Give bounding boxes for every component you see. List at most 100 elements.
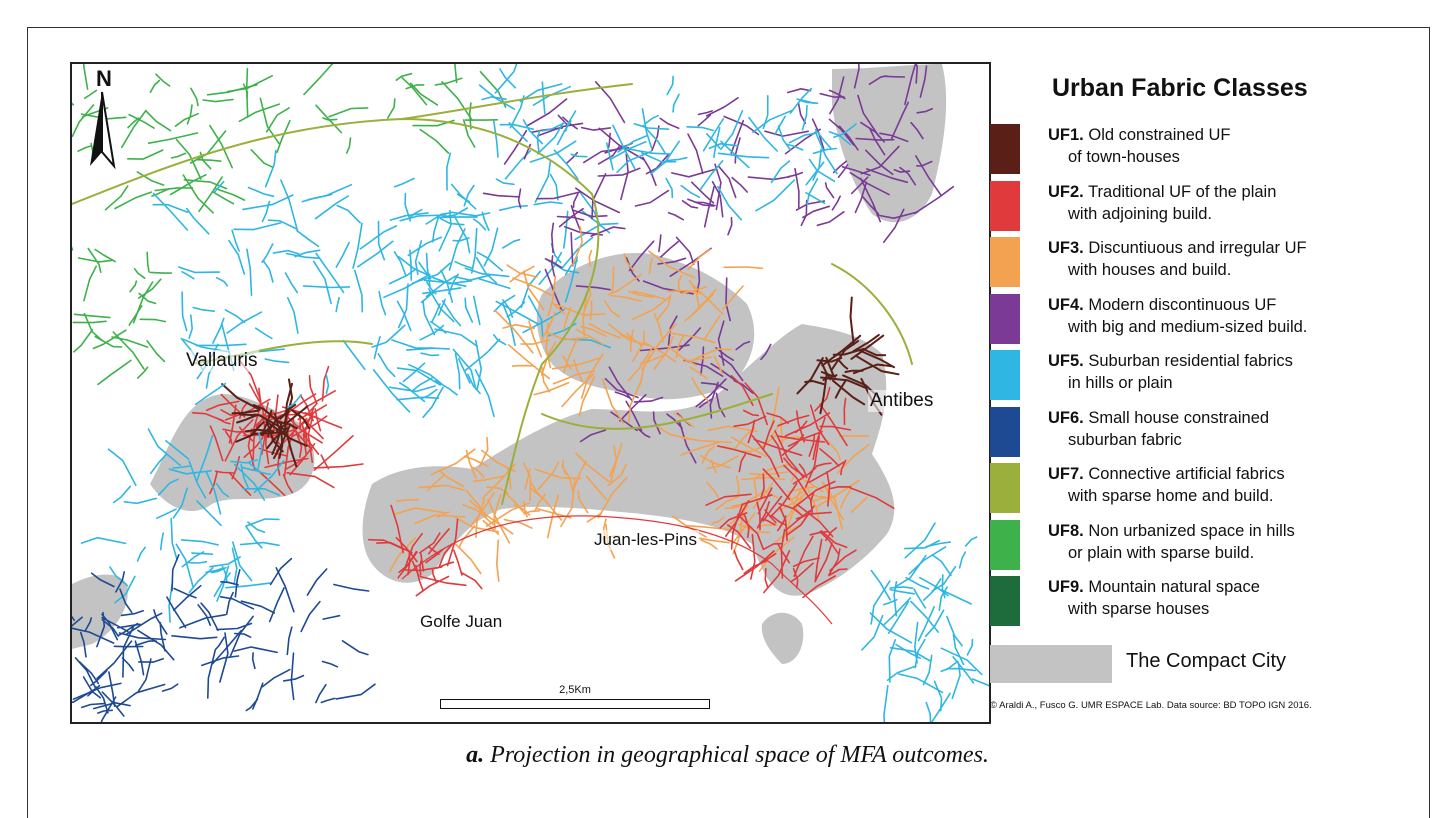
street-segment (613, 125, 635, 168)
street-segment (574, 194, 579, 208)
street-segment (140, 319, 165, 321)
street-segment (673, 94, 679, 112)
street-segment (634, 124, 668, 129)
street-segment (155, 188, 192, 191)
street-segment (84, 266, 96, 300)
street-segment (310, 376, 317, 403)
street-segment (551, 175, 559, 200)
legend-swatch (990, 463, 1020, 513)
street-segment (187, 209, 209, 234)
street-segment (537, 192, 580, 199)
street-segment (248, 522, 264, 532)
street-segment (353, 223, 362, 268)
street-segment (707, 98, 738, 116)
street-segment (388, 99, 395, 118)
street-segment (265, 359, 288, 362)
street-segment (645, 116, 658, 124)
street-segment (191, 88, 198, 105)
street-segment (171, 519, 177, 560)
street-segment (96, 687, 108, 713)
street-segment (748, 177, 789, 180)
street-segment (138, 659, 151, 692)
street-segment (891, 648, 931, 661)
street-segment (306, 391, 336, 408)
street-segment (228, 76, 273, 92)
street-segment (465, 298, 472, 322)
street-segment (135, 269, 145, 279)
street-segment (138, 367, 148, 378)
street-segment (153, 193, 187, 230)
street-segment (494, 121, 498, 157)
street-segment (182, 292, 187, 331)
legend-swatch (990, 576, 1020, 626)
street-segment (216, 189, 244, 200)
place-label-vallauris: Vallauris (184, 350, 259, 372)
street-segment (395, 179, 414, 187)
street-segment (286, 273, 298, 293)
street-segment (719, 153, 769, 157)
street-segment (343, 641, 368, 655)
street-segment (213, 318, 224, 343)
legend-swatch (990, 294, 1020, 344)
street-segment (316, 105, 341, 132)
street-segment (756, 180, 794, 211)
street-segment (926, 610, 944, 636)
street-segment (123, 658, 134, 671)
street-segment (122, 611, 144, 616)
place-label-juan-les-pins: Juan-les-Pins (592, 530, 699, 550)
street-segment (72, 74, 73, 104)
street-segment (749, 118, 777, 151)
street-segment (157, 509, 176, 518)
street-segment (256, 328, 272, 338)
street-segment (182, 272, 194, 279)
street-segment (180, 615, 225, 628)
street-segment (217, 278, 228, 286)
street-segment (667, 76, 673, 94)
street-segment (472, 229, 477, 273)
caption-text: Projection in geographical space of MFA … (490, 742, 989, 768)
street-segment (337, 206, 360, 223)
street-segment (192, 553, 212, 554)
street-segment (423, 301, 434, 335)
street-segment (698, 115, 710, 126)
street-segment (372, 325, 405, 347)
street-segment (476, 341, 481, 390)
street-segment (196, 344, 246, 345)
street-segment (884, 686, 888, 722)
street-segment (172, 636, 217, 639)
street-segment (334, 585, 369, 592)
street-segment (149, 133, 198, 143)
street-segment (500, 206, 528, 210)
street-segment (442, 82, 472, 120)
street-segment (705, 187, 714, 227)
street-segment (666, 178, 672, 197)
street-segment (455, 543, 481, 573)
street-segment (74, 330, 93, 352)
street-segment (636, 191, 669, 206)
street-segment (765, 131, 808, 136)
street-segment (826, 183, 834, 198)
street-segment (138, 547, 146, 561)
street-segment (253, 683, 263, 709)
legend-line2: with big and medium-sized build. (1048, 316, 1307, 338)
street-segment (621, 154, 628, 199)
legend-line2: with sparse houses (1048, 598, 1260, 620)
street-segment (136, 641, 157, 645)
street-segment (932, 555, 951, 576)
street-segment (262, 244, 273, 262)
street-segment (301, 602, 320, 632)
street-segment (405, 194, 410, 221)
street-segment (326, 374, 328, 394)
street-segment (266, 151, 276, 187)
scale-bar: 2,5Km (440, 684, 710, 706)
legend-line2: with houses and build. (1048, 259, 1307, 281)
street-segment (888, 666, 916, 680)
